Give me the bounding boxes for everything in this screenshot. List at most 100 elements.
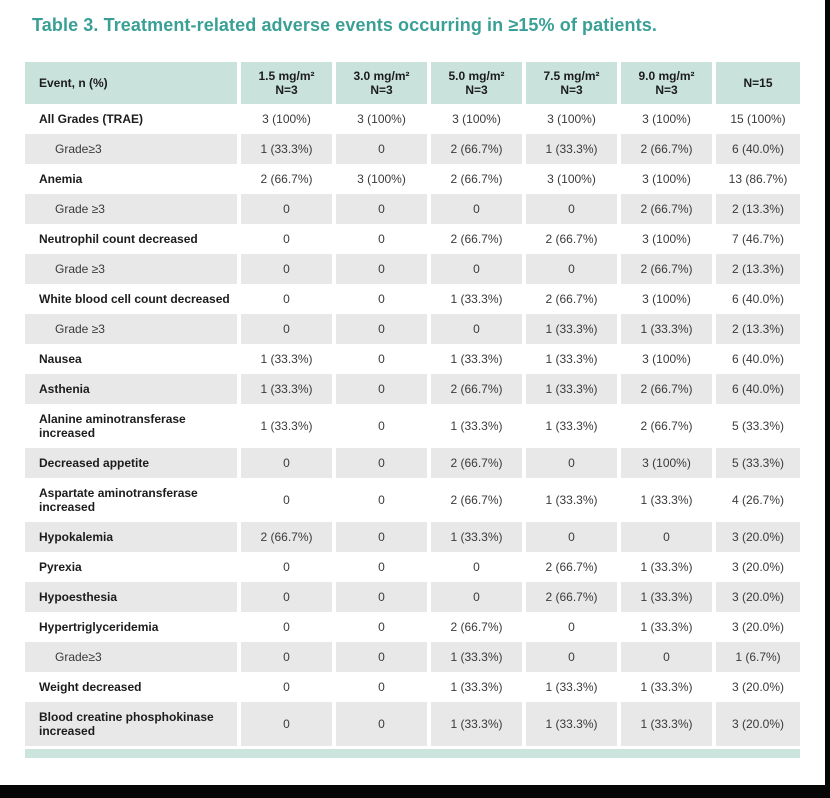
event-value: 2 (66.7%)	[617, 374, 712, 404]
event-value: 0	[332, 448, 427, 478]
n-label: N=3	[465, 83, 488, 97]
n-label: N=3	[560, 83, 583, 97]
event-value: 3 (100%)	[617, 104, 712, 134]
table-title: Table 3. Treatment-related adverse event…	[32, 15, 657, 35]
event-value: 1 (33.3%)	[617, 672, 712, 702]
event-value: 3 (100%)	[617, 284, 712, 314]
table-row: Anemia 2 (66.7%) 3 (100%) 2 (66.7%) 3 (100%)…	[25, 164, 800, 194]
event-value: 0	[617, 522, 712, 552]
event-value: 3 (100%)	[427, 104, 522, 134]
dose-label: 3.0 mg/m²	[353, 69, 410, 83]
event-value: 2 (66.7%)	[427, 134, 522, 164]
event-label: Decreased appetite	[25, 448, 237, 478]
event-value: 3 (100%)	[617, 164, 712, 194]
event-value: 1 (33.3%)	[617, 552, 712, 582]
event-value: 7 (46.7%)	[712, 224, 800, 254]
event-value: 4 (26.7%)	[712, 478, 800, 522]
event-value: 0	[522, 612, 617, 642]
event-label: Grade≥3	[25, 134, 237, 164]
event-value: 1 (33.3%)	[522, 134, 617, 164]
event-value: 2 (66.7%)	[427, 164, 522, 194]
event-value: 2 (66.7%)	[427, 224, 522, 254]
event-label: Alanine aminotransferase increased	[39, 412, 186, 440]
event-value: 0	[522, 448, 617, 478]
event-value: 1 (33.3%)	[427, 522, 522, 552]
column-header-dose-4: 7.5 mg/m² N=3	[522, 62, 617, 104]
event-value: 0	[427, 552, 522, 582]
adverse-events-table: Event, n (%) 1.5 mg/m² N=3 3.0 mg/m² N=3…	[25, 62, 800, 746]
dose-label: 9.0 mg/m²	[638, 69, 695, 83]
event-value: 1 (33.3%)	[237, 134, 332, 164]
event-value: 0	[332, 284, 427, 314]
event-value: 0	[427, 582, 522, 612]
event-value: 2 (66.7%)	[522, 224, 617, 254]
event-label: Nausea	[39, 352, 82, 366]
event-value: 0	[332, 702, 427, 746]
event-value: 0	[237, 552, 332, 582]
table-row: Grade≥3 0 0 1 (33.3%) 0 0 1 (6.7%)	[25, 642, 800, 672]
n-label: N=3	[370, 83, 393, 97]
event-value: 0	[332, 254, 427, 284]
event-value: 5 (33.3%)	[712, 448, 800, 478]
event-value: 0	[332, 374, 427, 404]
column-header-dose-1: 1.5 mg/m² N=3	[237, 62, 332, 104]
dose-label: 5.0 mg/m²	[448, 69, 505, 83]
event-value: 0	[427, 254, 522, 284]
dose-label: 7.5 mg/m²	[543, 69, 600, 83]
event-label: Grade≥3	[25, 642, 237, 672]
event-value: 0	[332, 478, 427, 522]
event-value: 0	[522, 642, 617, 672]
table-row: Hypokalemia 2 (66.7%) 0 1 (33.3%) 0 0 3 (20.0%…	[25, 522, 800, 552]
event-value: 3 (100%)	[237, 104, 332, 134]
table-row: White blood cell count decreased 0 0 1 (33.…	[25, 284, 800, 314]
event-label: Hypertriglyceridemia	[39, 620, 159, 634]
table-row: Pyrexia 0 0 0 2 (66.7%) 1 (33.3%) 3 (20.0%)	[25, 552, 800, 582]
event-label: Asthenia	[25, 374, 237, 404]
table-row: Hypertriglyceridemia 0 0 2 (66.7%) 0 1 (33.3%…	[25, 612, 800, 642]
event-value: 0	[332, 522, 427, 552]
event-label: Pyrexia	[39, 560, 82, 574]
event-value: 2 (66.7%)	[237, 522, 332, 552]
event-value: 0	[237, 642, 332, 672]
event-value: 0	[332, 314, 427, 344]
event-value: 0	[237, 612, 332, 642]
event-value: 1 (33.3%)	[617, 478, 712, 522]
table-row: Grade ≥3 0 0 0 0 2 (66.7%) 2 (13.3%)	[25, 254, 800, 284]
event-label: Grade ≥3	[25, 194, 237, 224]
event-value: 0	[332, 552, 427, 582]
event-value: 2 (13.3%)	[712, 314, 800, 344]
event-value: 2 (13.3%)	[712, 254, 800, 284]
table-row: Asthenia 1 (33.3%) 0 2 (66.7%) 1 (33.3%) 2 (6…	[25, 374, 800, 404]
event-value: 1 (33.3%)	[237, 374, 332, 404]
event-value: 6 (40.0%)	[712, 374, 800, 404]
column-header-dose-3: 5.0 mg/m² N=3	[427, 62, 522, 104]
table-row: Decreased appetite 0 0 2 (66.7%) 0 3 (100%) 5 …	[25, 448, 800, 478]
table-row: Alanine aminotransferase increased 1 (33.…	[25, 404, 800, 448]
event-value: 6 (40.0%)	[712, 284, 800, 314]
event-value: 0	[237, 448, 332, 478]
column-header-label: Event, n (%)	[39, 76, 108, 90]
event-value: 2 (66.7%)	[522, 284, 617, 314]
event-label: Blood creatine phosphokinase increased	[25, 702, 237, 746]
event-label: Anemia	[39, 172, 83, 186]
table-row: Nausea 1 (33.3%) 0 1 (33.3%) 1 (33.3%) 3 (100…	[25, 344, 800, 374]
n-label: N=3	[655, 83, 678, 97]
event-value: 3 (100%)	[617, 448, 712, 478]
event-value: 0	[617, 642, 712, 672]
event-label: Hypokalemia	[25, 522, 237, 552]
event-value: 3 (20.0%)	[712, 612, 800, 642]
event-label: All Grades (TRAE)	[39, 112, 144, 126]
table-row: Aspartate aminotransferase increased 0 0 2 …	[25, 478, 800, 522]
table-row: Neutrophil count decreased 0 0 2 (66.7%) 2 (…	[25, 224, 800, 254]
event-value: 2 (66.7%)	[427, 478, 522, 522]
event-value: 3 (20.0%)	[712, 582, 800, 612]
event-value: 1 (33.3%)	[617, 612, 712, 642]
event-value: 2 (66.7%)	[427, 448, 522, 478]
table-row: All Grades (TRAE) 3 (100%) 3 (100%) 3 (100%…	[25, 104, 800, 134]
event-value: 1 (33.3%)	[617, 314, 712, 344]
event-value: 1 (33.3%)	[427, 404, 522, 448]
event-value: 0	[237, 702, 332, 746]
event-value: 2 (66.7%)	[617, 404, 712, 448]
event-value: 1 (6.7%)	[712, 642, 800, 672]
event-value: 2 (66.7%)	[427, 374, 522, 404]
